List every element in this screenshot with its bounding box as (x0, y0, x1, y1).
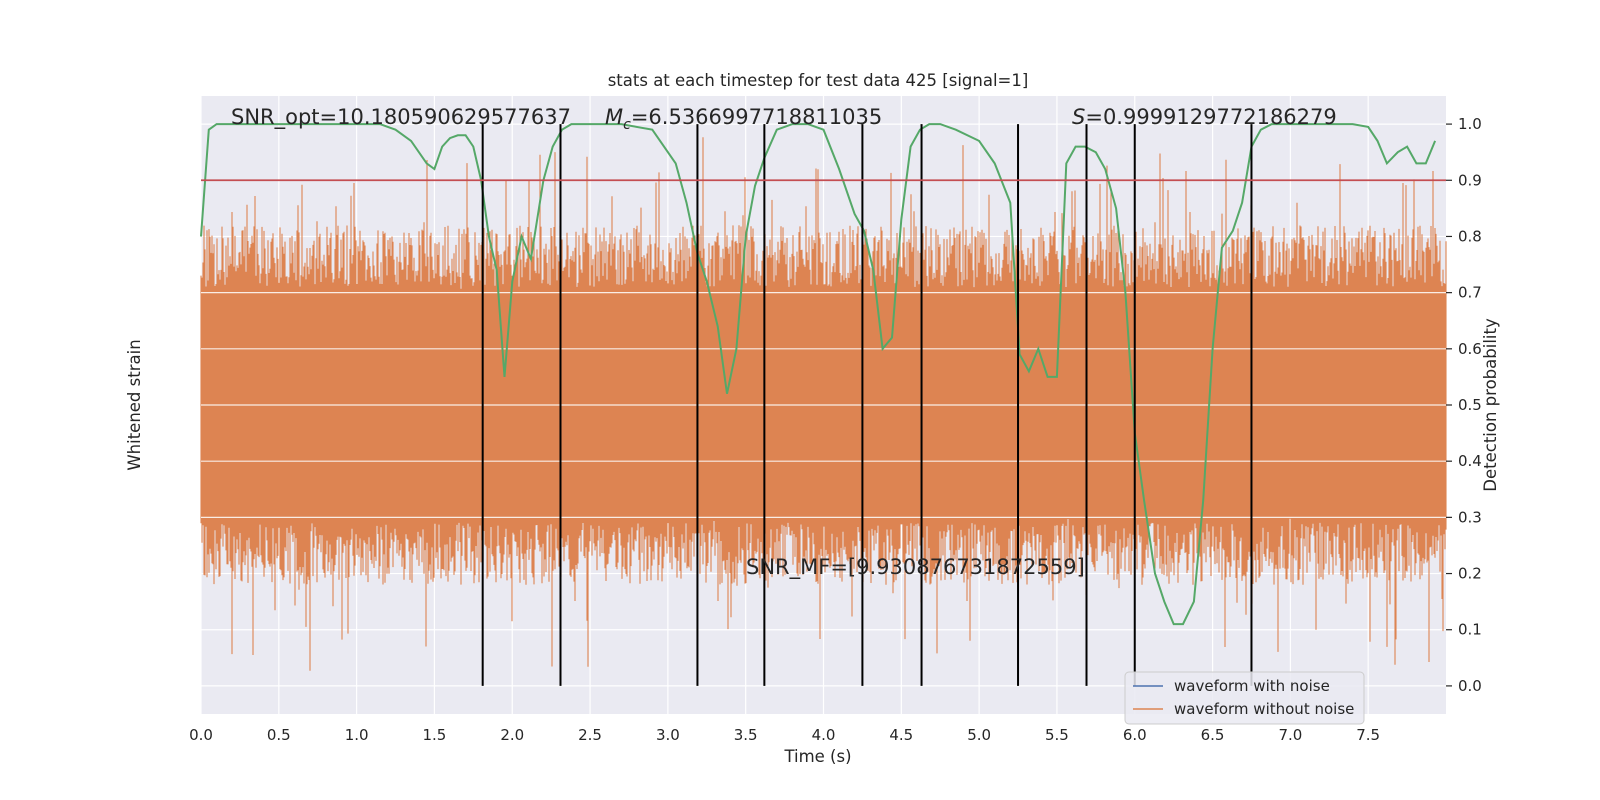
y-tick-label-right: 0.5 (1458, 396, 1482, 414)
legend: waveform with noise waveform without noi… (1124, 671, 1365, 725)
y-tick-label-right: 0.8 (1458, 227, 1482, 245)
x-tick-label: 4.0 (812, 726, 836, 744)
chirp-mass-subscript: c (623, 117, 631, 133)
x-tick-label: 7.5 (1356, 726, 1380, 744)
legend-label-without-noise: waveform without noise (1174, 700, 1354, 718)
x-tick-label: 2.0 (500, 726, 524, 744)
x-tick-label: 3.0 (656, 726, 680, 744)
legend-box (1124, 671, 1365, 725)
y-tick-label-right: 0.7 (1458, 284, 1482, 302)
x-tick-label: 6.5 (1201, 726, 1225, 744)
noise-waveform-series (200, 137, 1447, 671)
x-tick-label: 1.0 (345, 726, 369, 744)
axis-ticks: 0.0 0.5 1.0 1.5 2.0 2.5 3.0 3.5 4.0 4.5 5.0 5.5 6.0 6… (189, 115, 1482, 744)
y-tick-label-right: 0.4 (1458, 452, 1482, 470)
snr-mf-annotation: SNR_MF=[9.930876731872559] (746, 555, 1085, 580)
y-axis-label-right: Detection probability (1481, 318, 1500, 492)
s-annotation: S=0.9999129772186279 (1072, 105, 1337, 129)
vertical-markers (481, 124, 1253, 686)
y-tick-label-right: 1.0 (1458, 115, 1482, 133)
y-axis-label-left: Whitened strain (125, 339, 144, 470)
x-tick-label: 5.0 (967, 726, 991, 744)
probability-series (200, 123, 1437, 626)
x-tick-label: 5.5 (1045, 726, 1069, 744)
snr-opt-annotation: SNR_opt=10.180590629577637 (231, 105, 571, 130)
y-tick-label-right: 0.6 (1458, 340, 1482, 358)
chirp-mass-annotation: Mc=6.5366997718811035 (605, 105, 882, 133)
x-tick-label: 3.5 (734, 726, 758, 744)
probability-line (200, 123, 1437, 626)
x-tick-label: 0.5 (267, 726, 291, 744)
y-tick-label-right: 0.0 (1458, 677, 1482, 695)
x-tick-label: 2.5 (578, 726, 602, 744)
y-tick-label-right: 0.9 (1458, 171, 1482, 189)
x-axis-label: Time (s) (783, 747, 851, 766)
chirp-mass-symbol: M (605, 105, 623, 129)
y-tick-label-right: 0.2 (1458, 565, 1482, 583)
chart-title: stats at each timestep for test data 425… (608, 71, 1029, 90)
s-symbol: S (1072, 105, 1085, 129)
x-tick-label: 4.5 (889, 726, 913, 744)
y-tick-label-right: 0.3 (1458, 508, 1482, 526)
s-value: =0.9999129772186279 (1085, 105, 1336, 129)
x-tick-label: 6.0 (1123, 726, 1147, 744)
x-tick-label: 0.0 (189, 726, 213, 744)
y-tick-label-right: 0.1 (1458, 621, 1482, 639)
legend-label-with-noise: waveform with noise (1174, 677, 1330, 695)
x-tick-label: 1.5 (423, 726, 447, 744)
x-tick-label: 7.0 (1278, 726, 1302, 744)
chirp-mass-value: =6.5366997718811035 (631, 105, 882, 129)
